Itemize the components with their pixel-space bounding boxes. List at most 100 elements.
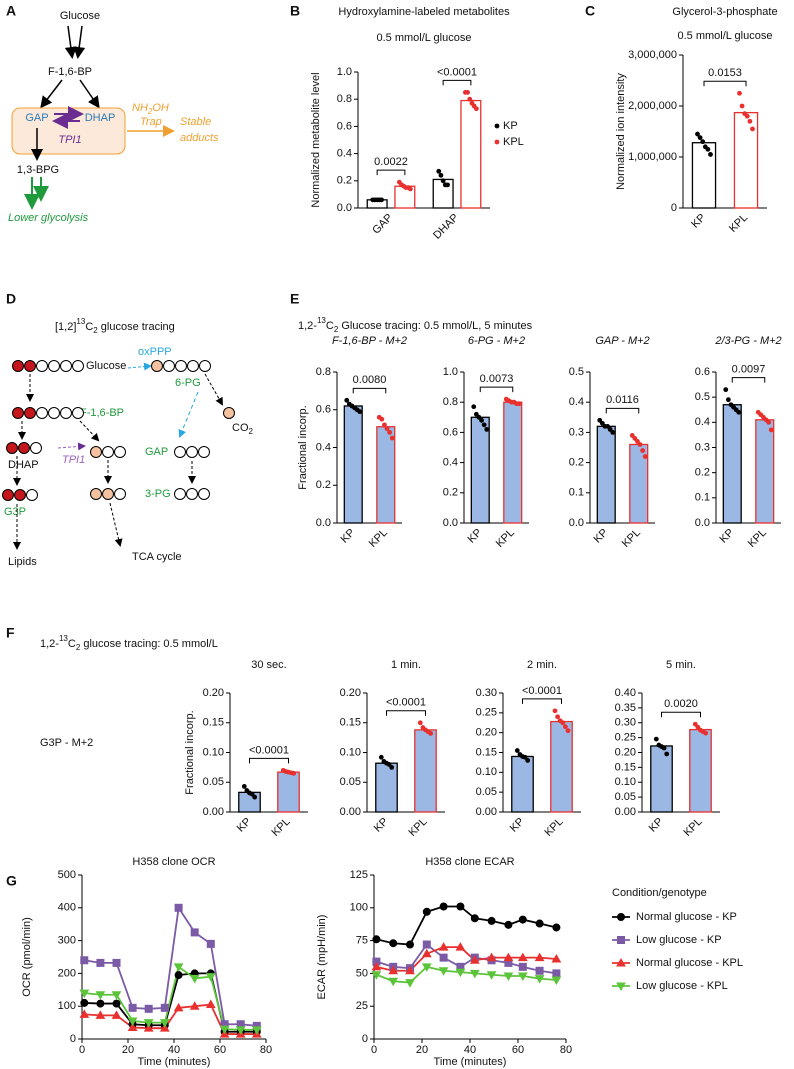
atom [198,488,210,500]
marker [552,923,561,932]
marker [616,957,626,967]
bar [550,720,573,813]
y-tick-label: 125 [350,869,368,881]
legend-marker [494,123,500,129]
bar [511,755,534,813]
x-tick-label: KP [508,816,527,835]
data-point [725,397,731,403]
data-point [723,387,729,393]
y-tick-label: 0.05 [615,791,636,803]
bar [755,419,775,524]
text-part: CO [232,422,249,434]
atom [102,488,114,500]
diagram-d: [1,2]13C2 glucose tracing Glucose oxPPP … [2,317,254,568]
chart-subtitle: 0.5 mmol/L glucose [678,30,773,42]
marker [371,961,382,971]
marker [487,916,496,925]
node: DHAP [85,112,116,124]
marker [159,1019,170,1028]
data-point [291,770,297,776]
marker [219,1025,230,1035]
marker [421,948,432,958]
text-part: 1,2- [298,320,317,332]
p-value: 0.0080 [353,374,387,386]
x-axis-label: Time (minutes) [434,1056,507,1068]
y-tick-label: 0.8 [443,396,458,408]
y-tick-label: 0.30 [476,687,497,699]
marker [535,919,544,928]
marker [371,971,382,980]
y-tick-label: 100 [350,902,368,914]
legend-label: KP [503,120,518,132]
y-tick-label: 0.25 [615,732,636,744]
arrow [79,79,100,109]
y-tick-label: 0.2 [337,175,352,187]
atom [12,407,24,419]
data-point [700,139,706,145]
marker [617,913,625,921]
atom [48,360,60,372]
x-tick-label: KP [235,816,254,835]
y-tick-label: 0.20 [340,687,361,699]
marker [388,977,399,987]
y-axis-label: ECAR (mpH/min) [316,915,328,1000]
data-point [471,404,477,410]
marker [517,952,528,962]
x-tick-label: 20 [416,1044,428,1056]
atom [24,360,36,372]
marker [190,928,199,937]
y-axis-label: Normalized ion intensity [615,73,627,190]
data-point [241,784,247,789]
marker [534,975,545,984]
arrow [64,25,77,59]
atom [223,407,235,419]
text-part: 2 [93,326,98,335]
atom [12,360,24,372]
data-point [637,442,643,447]
arrow [127,362,152,371]
x-tick-label: 20 [122,1044,134,1056]
significance-bracket [479,386,514,393]
x-tick-label: KPL [746,527,769,550]
marker [551,953,562,963]
data-point [739,103,745,109]
bar [432,178,454,209]
atom [102,446,114,458]
arrow [40,79,63,109]
node: Lipids [8,556,37,568]
marker [422,940,431,949]
x-tick-label: KPL [542,816,565,839]
data-point [514,748,520,753]
diagram-a: Glucose F-1,6-BP GAP DHAP TPI1 1,3-BPG L… [8,10,219,224]
chart-title: F-1,6-BP - M+2 [332,335,407,347]
chart-subtitle: 0.5 mmol/L glucose [377,32,472,44]
marker [251,1026,262,1035]
y-tick-label: 0.3 [569,426,584,438]
data-point [440,178,446,184]
data-point [565,728,571,734]
atom [90,446,102,458]
node: G3P [4,506,26,518]
y-tick-label: 0.05 [203,776,224,788]
y-tick-label: 0.10 [476,766,497,778]
marker [112,999,121,1008]
node: TCA cycle [132,551,182,563]
marker [111,991,122,1000]
x-tick-label: KP [466,527,485,546]
data-point [407,186,413,192]
data-point [695,131,700,137]
y-tick-label: 0.0 [316,517,331,529]
significance-bracket [442,79,472,86]
chart-title: 2 min. [527,659,557,671]
y-axis-label: OCR (pmol/min) [21,917,33,996]
atom [24,407,36,419]
significance-bracket [249,757,289,764]
y-tick-label: 0.0 [695,517,710,529]
text-part: glucose tracing [98,321,175,333]
legend-label: Normal glucose - KP [636,911,737,923]
data-point [703,730,709,736]
marker [486,971,497,980]
marker [456,902,465,911]
marker [144,1004,153,1013]
y-tick-label: 0.20 [615,746,636,758]
